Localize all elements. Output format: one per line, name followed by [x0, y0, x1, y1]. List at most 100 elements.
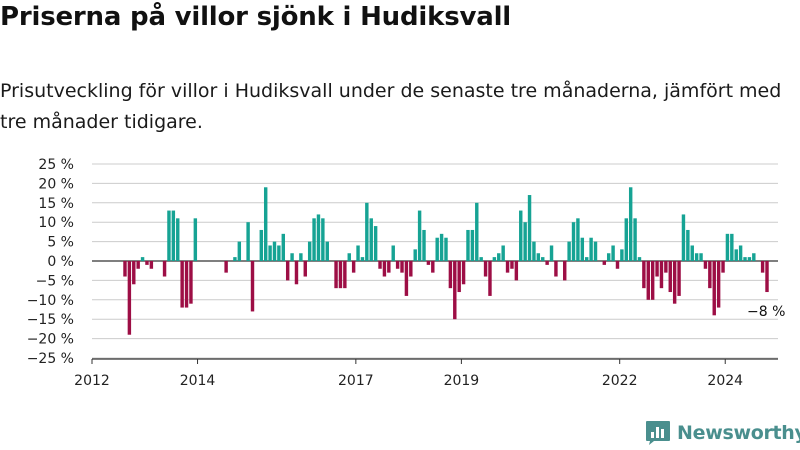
bar	[334, 261, 338, 289]
chart-title: Priserna på villor sjönk i Hudiksvall	[0, 2, 512, 32]
bar	[488, 261, 492, 296]
bar	[290, 253, 294, 261]
bar	[567, 241, 571, 261]
bar	[413, 249, 417, 261]
bar	[466, 229, 470, 261]
y-tick-label: −5 %	[36, 273, 74, 289]
bar	[672, 261, 677, 304]
x-tick-label: 2024	[707, 373, 743, 389]
y-tick-label: 10 %	[38, 215, 74, 231]
bar	[492, 257, 497, 261]
bar	[606, 253, 611, 261]
bar	[716, 261, 721, 308]
bar	[325, 241, 329, 261]
bar	[193, 218, 198, 261]
bar	[580, 237, 585, 261]
y-tick-label: −25 %	[27, 351, 74, 367]
bar	[483, 261, 488, 277]
bar	[312, 218, 316, 261]
bar	[549, 245, 554, 261]
bar	[387, 261, 391, 273]
bar	[167, 210, 171, 261]
bar	[747, 257, 752, 261]
bar	[391, 245, 395, 261]
bar	[307, 241, 312, 261]
y-axis-tick-labels: 25 % 20 % 15 % 10 % 5 % 0 % −5 % −10 % −15 % −20 …	[27, 157, 74, 367]
bar	[281, 233, 286, 261]
bar	[752, 253, 756, 261]
last-value-annotation: −8 %	[747, 304, 785, 320]
bar	[382, 261, 387, 277]
bar	[180, 261, 184, 308]
bar-chart-speech-bubble-icon	[646, 421, 670, 445]
bar	[532, 241, 536, 261]
bar	[475, 202, 479, 261]
bar	[725, 233, 730, 261]
bar	[589, 237, 593, 261]
bar	[479, 257, 483, 261]
bar	[127, 261, 132, 335]
bar	[461, 261, 466, 285]
bar	[176, 218, 180, 261]
bar	[703, 261, 708, 269]
bar	[171, 210, 176, 261]
bar	[303, 261, 307, 277]
bar	[734, 249, 738, 261]
bar	[237, 241, 242, 261]
bar	[395, 261, 400, 269]
bar	[576, 218, 580, 261]
bar	[664, 261, 668, 273]
bar	[453, 261, 457, 320]
bar	[646, 261, 650, 300]
x-axis-tick-labels: 2012 2014 2017 2019 2022 2024	[74, 359, 743, 389]
bar	[527, 195, 532, 261]
x-tick-label: 2017	[338, 373, 374, 389]
bar	[668, 261, 672, 293]
y-tick-label: 5 %	[47, 235, 74, 251]
bar	[563, 261, 567, 281]
bar	[519, 210, 523, 261]
bar	[224, 261, 228, 273]
bar	[360, 257, 365, 261]
x-tick-label: 2022	[602, 373, 638, 389]
bar	[677, 261, 681, 296]
bar	[417, 210, 422, 261]
bar	[659, 261, 664, 289]
bar	[162, 261, 167, 277]
bar-chart: 25 % 20 % 15 % 10 % 5 % 0 % −5 % −10 % −15 % −20 …	[27, 157, 786, 389]
bar	[554, 261, 558, 277]
bar	[699, 253, 703, 261]
bar	[263, 187, 268, 261]
y-tick-label: 15 %	[38, 196, 74, 212]
bar	[448, 261, 453, 289]
bar	[541, 257, 545, 261]
x-tick-label: 2019	[444, 373, 480, 389]
bar	[523, 222, 527, 261]
y-tick-label: 25 %	[38, 157, 74, 173]
bar	[470, 229, 475, 261]
y-tick-label: 0 %	[47, 254, 74, 270]
bar	[650, 261, 655, 300]
bar	[497, 253, 501, 261]
bar	[624, 218, 629, 261]
bar	[356, 245, 360, 261]
bar	[536, 253, 541, 261]
bar	[338, 261, 343, 289]
bar	[140, 257, 145, 261]
newsworthy-logo: Newsworthy	[645, 418, 800, 448]
bar	[545, 261, 549, 265]
bar	[123, 261, 127, 277]
bar	[431, 261, 435, 273]
bar	[514, 261, 519, 281]
bar	[400, 261, 404, 273]
bar	[435, 237, 439, 261]
bar	[316, 214, 321, 261]
bar	[681, 214, 686, 261]
bar	[132, 261, 136, 285]
bar	[272, 241, 277, 261]
bar	[730, 233, 734, 261]
bar	[268, 245, 272, 261]
bar	[743, 257, 747, 261]
y-tick-label: 20 %	[38, 176, 74, 192]
bar	[510, 261, 514, 269]
